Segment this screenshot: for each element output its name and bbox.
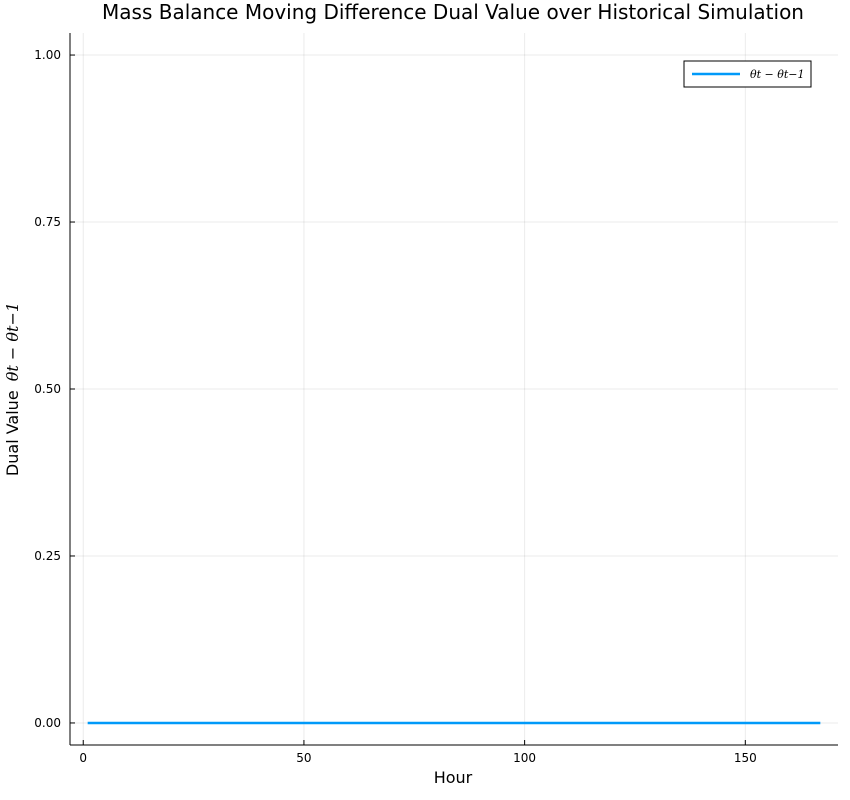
y-tick-label: 1.00 bbox=[34, 48, 61, 62]
y-axis-label-prefix: Dual Value bbox=[3, 390, 22, 476]
chart-title: Mass Balance Moving Difference Dual Valu… bbox=[102, 0, 804, 24]
y-axis-label: Dual Value θt − θt−1 bbox=[3, 302, 22, 476]
x-tick-label: 50 bbox=[296, 751, 311, 765]
legend-label: θt − θt−1 bbox=[750, 68, 805, 81]
y-tick-label: 0.50 bbox=[34, 382, 61, 396]
x-tick-label: 100 bbox=[513, 751, 536, 765]
y-tick-label: 0.00 bbox=[34, 716, 61, 730]
y-tick-label: 0.25 bbox=[34, 549, 61, 563]
x-tick-label: 0 bbox=[79, 751, 87, 765]
x-tick-label: 150 bbox=[734, 751, 757, 765]
x-ticks: 0 50 100 150 bbox=[79, 740, 757, 765]
y-ticks: 0.00 0.25 0.50 0.75 1.00 bbox=[34, 48, 75, 730]
x-axis-label: Hour bbox=[434, 768, 473, 787]
y-tick-label: 0.75 bbox=[34, 215, 61, 229]
y-axis-label-text: Dual Value θt − θt−1 bbox=[3, 302, 22, 476]
legend: θt − θt−1 bbox=[683, 60, 812, 88]
grid bbox=[70, 33, 838, 745]
y-axis-label-math: θt − θt−1 bbox=[3, 302, 22, 381]
